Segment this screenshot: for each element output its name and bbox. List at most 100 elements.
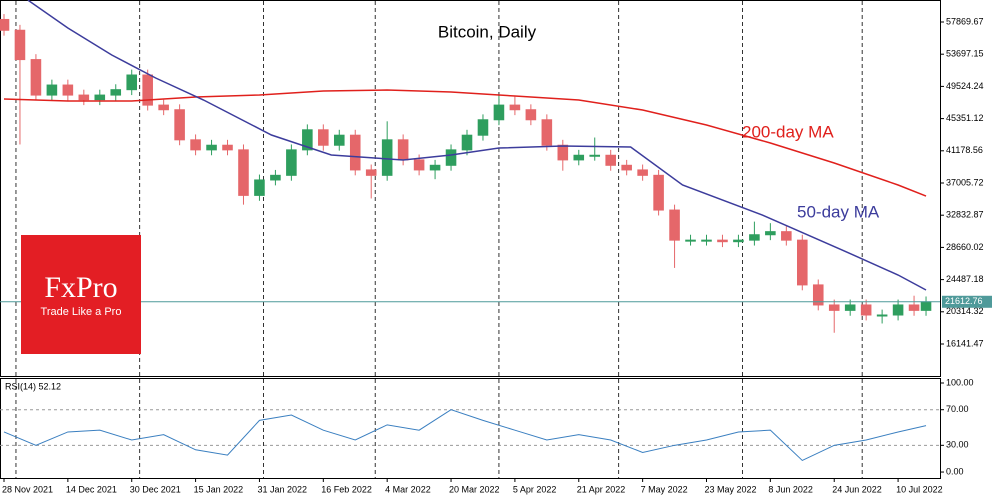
x-tick-label: 4 Mar 2022 — [385, 484, 431, 494]
candle-body — [541, 119, 553, 146]
line — [3, 89, 927, 197]
y-tick-label: 28660.02 — [946, 242, 984, 252]
candle-body — [573, 154, 585, 161]
rsi-pane — [0, 378, 941, 479]
candle-body — [749, 234, 760, 241]
logo-tagline: Trade Like a Pro — [41, 306, 122, 318]
x-tick-label: 15 Jan 2022 — [194, 484, 244, 494]
candle-body — [525, 109, 537, 121]
x-tick-label: 23 May 2022 — [704, 484, 756, 494]
y-tick-label: 32832.87 — [946, 210, 984, 220]
candle-body — [0, 18, 10, 31]
candle-body — [637, 169, 648, 176]
candle-body — [62, 84, 74, 96]
logo-box — [21, 235, 141, 354]
candle-body — [812, 284, 824, 306]
candle-body — [557, 144, 569, 161]
x-tick-label: 14 Dec 2021 — [66, 484, 117, 494]
y-tick-label: 45351.12 — [946, 113, 984, 123]
y-tick-label: 49524.24 — [946, 81, 984, 91]
candle-body — [174, 109, 185, 141]
logo-brand: FxPro — [44, 271, 117, 304]
y-tick-label: 30.00 — [946, 440, 969, 450]
y-tick-label: 37005.72 — [946, 177, 984, 187]
y-tick-label: 57869.67 — [946, 16, 984, 26]
candle-body — [621, 164, 632, 171]
candle-body — [30, 59, 42, 96]
candle-body — [701, 239, 712, 242]
candle-body — [365, 169, 377, 176]
y-tick-label: 100.00 — [946, 377, 974, 387]
last-price-label: 21612.76 — [945, 296, 983, 306]
x-tick-label: 5 Apr 2022 — [513, 484, 557, 494]
candle-body — [78, 94, 90, 101]
rsi-title: RSI(14) 52.12 — [5, 381, 61, 391]
candle-body — [717, 239, 728, 243]
candle-body — [765, 231, 776, 236]
candle-body — [653, 174, 664, 211]
candle-body — [190, 139, 201, 151]
candle-body — [14, 29, 26, 61]
y-tick-label: 53697.15 — [946, 49, 984, 59]
candle-body — [46, 84, 58, 96]
candle-body — [860, 304, 872, 316]
x-tick-label: 24 Jun 2022 — [832, 484, 882, 494]
x-tick-label: 21 Apr 2022 — [577, 484, 626, 494]
candle-body — [477, 119, 489, 136]
line — [3, 409, 927, 462]
candle-body — [733, 239, 744, 243]
candle-body — [349, 134, 361, 171]
candle-body — [94, 94, 106, 101]
candle-body — [844, 304, 856, 311]
series-label: 200-day MA — [742, 122, 834, 141]
candle-body — [206, 144, 217, 151]
candle-body — [892, 304, 904, 316]
candle-body — [685, 239, 696, 242]
y-tick-label: 20314.32 — [946, 306, 984, 316]
marks — [0, 0, 944, 482]
candle-body — [605, 154, 616, 166]
x-tick-label: 16 Feb 2022 — [321, 484, 372, 494]
candle-body — [908, 304, 920, 311]
candle-body — [158, 104, 169, 111]
candle-body — [509, 104, 521, 111]
candle-body — [493, 104, 505, 121]
chart-title: Bitcoin, Daily — [438, 22, 537, 41]
x-tick-label: 10 Jul 2022 — [896, 484, 943, 494]
candle-body — [445, 149, 457, 166]
candle-body — [238, 149, 249, 196]
candle-body — [413, 159, 425, 171]
x-tick-label: 28 Nov 2021 — [2, 484, 53, 494]
candle-body — [797, 239, 808, 286]
x-tick-label: 7 May 2022 — [641, 484, 688, 494]
candle-body — [461, 134, 473, 151]
candle-body — [333, 134, 345, 146]
candle-body — [302, 129, 313, 151]
candle-body — [254, 179, 265, 196]
last-price-box — [942, 295, 992, 308]
candle-body — [669, 209, 680, 241]
y-tick-label: 70.00 — [946, 404, 969, 414]
y-tick-label: 24487.18 — [946, 274, 984, 284]
candle-body — [429, 164, 441, 171]
candle-body — [270, 174, 281, 181]
candle-body — [381, 139, 393, 176]
x-tick-label: 30 Dec 2021 — [130, 484, 181, 494]
y-tick-label: 16141.47 — [946, 338, 984, 348]
candle-body — [589, 154, 601, 157]
candle-body — [110, 89, 122, 96]
candle-body — [318, 129, 329, 146]
x-tick-label: 20 Mar 2022 — [449, 484, 500, 494]
candle-body — [828, 304, 840, 311]
candle-body — [142, 74, 153, 106]
y-tick-label: 41178.56 — [946, 145, 983, 155]
candle-body — [397, 139, 409, 161]
candle-body — [876, 314, 888, 317]
candle-body — [222, 144, 233, 151]
candle-body — [286, 149, 297, 176]
candle-body — [126, 74, 138, 91]
x-tick-label: 31 Jan 2022 — [257, 484, 307, 494]
x-tick-label: 8 Jun 2022 — [768, 484, 813, 494]
